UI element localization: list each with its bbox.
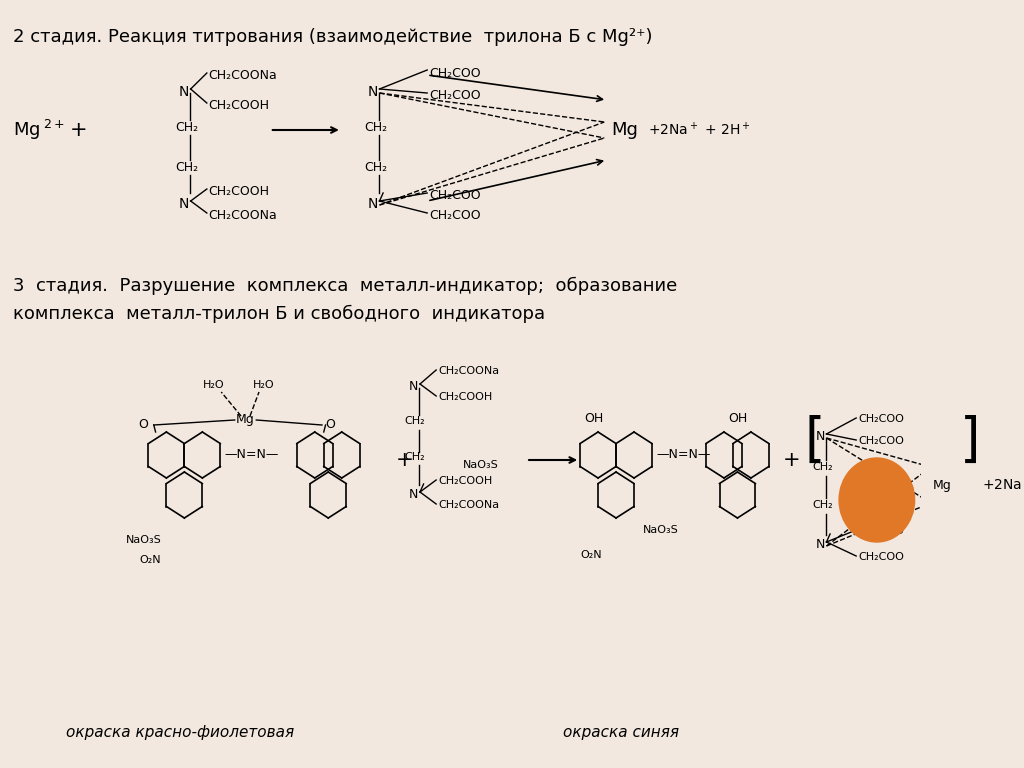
- Text: NaO₃S: NaO₃S: [126, 535, 162, 545]
- Text: CH₂COO: CH₂COO: [429, 89, 480, 102]
- Text: [: [: [805, 415, 825, 467]
- Text: CH₂: CH₂: [365, 161, 387, 174]
- Text: CH₂: CH₂: [365, 121, 387, 134]
- Text: N: N: [815, 538, 824, 551]
- Text: CH₂COO: CH₂COO: [858, 414, 904, 424]
- Text: N: N: [409, 488, 418, 501]
- Text: +: +: [395, 450, 414, 470]
- Text: CH₂COOH: CH₂COOH: [438, 392, 493, 402]
- Text: 3  стадия.  Разрушение  комплекса  металл-индикатор;  образование: 3 стадия. Разрушение комплекса металл-ин…: [13, 277, 678, 295]
- Text: O: O: [326, 419, 336, 432]
- Text: N: N: [178, 197, 188, 211]
- Text: N: N: [409, 380, 418, 393]
- Text: CH₂: CH₂: [812, 462, 833, 472]
- Text: +2Na$^+$ + 2H$^+$: +2Na$^+$ + 2H$^+$: [647, 121, 750, 139]
- Circle shape: [839, 458, 914, 542]
- Text: CH₂COO: CH₂COO: [858, 552, 904, 562]
- Text: OH: OH: [728, 412, 748, 425]
- Text: CH₂COO: CH₂COO: [429, 189, 480, 202]
- Text: CH₂COONa: CH₂COONa: [438, 366, 499, 376]
- Text: комплекса  металл-трилон Б и свободного  индикатора: комплекса металл-трилон Б и свободного и…: [13, 305, 546, 323]
- Text: CH₂COOH: CH₂COOH: [209, 99, 269, 112]
- Text: 2 стадия. Реакция титрования (взаимодействие  трилона Б с Mg²⁺): 2 стадия. Реакция титрования (взаимодейс…: [13, 28, 653, 46]
- Text: O₂N: O₂N: [139, 555, 161, 565]
- Text: NaO₃S: NaO₃S: [463, 460, 499, 470]
- Text: CH₂: CH₂: [175, 161, 199, 174]
- Text: OH: OH: [584, 412, 603, 425]
- Text: CH₂COOH: CH₂COOH: [209, 185, 269, 198]
- Text: CH₂: CH₂: [404, 452, 425, 462]
- Text: —N=N—: —N=N—: [224, 449, 279, 462]
- Text: +: +: [71, 120, 88, 140]
- Text: H₂O: H₂O: [253, 380, 274, 390]
- Text: Mg: Mg: [933, 478, 951, 492]
- Text: ]: ]: [959, 415, 980, 467]
- Text: Mg: Mg: [237, 413, 255, 426]
- Text: N: N: [368, 197, 378, 211]
- Text: NaO₃S: NaO₃S: [643, 525, 679, 535]
- Text: CH₂COOH: CH₂COOH: [438, 476, 493, 486]
- Text: окраска красно-фиолетовая: окраска красно-фиолетовая: [66, 725, 294, 740]
- Text: CH₂COONa: CH₂COONa: [209, 209, 278, 222]
- Text: N: N: [368, 85, 378, 99]
- Text: O: O: [138, 419, 148, 432]
- Text: H₂O: H₂O: [203, 380, 225, 390]
- Text: CH₂COO: CH₂COO: [858, 436, 904, 446]
- Text: N: N: [815, 430, 824, 443]
- Text: CH₂: CH₂: [175, 121, 199, 134]
- Text: CH₂: CH₂: [404, 416, 425, 426]
- Text: CH₂COO: CH₂COO: [429, 209, 480, 222]
- Text: +2Na$^+$: +2Na$^+$: [982, 476, 1024, 494]
- Text: Mg: Mg: [611, 121, 638, 139]
- Text: CH₂COONa: CH₂COONa: [209, 69, 278, 82]
- Text: Mg$\,^{2+}$: Mg$\,^{2+}$: [13, 118, 66, 142]
- Text: +: +: [782, 450, 800, 470]
- Text: CH₂COO: CH₂COO: [858, 526, 904, 536]
- Text: —N=N—: —N=N—: [656, 449, 711, 462]
- Text: CH₂COONa: CH₂COONa: [438, 500, 499, 510]
- Text: CH₂COO: CH₂COO: [429, 67, 480, 80]
- Text: O₂N: O₂N: [580, 550, 602, 560]
- Text: CH₂: CH₂: [812, 500, 833, 510]
- Text: окраска синяя: окраска синяя: [562, 725, 679, 740]
- Text: N: N: [178, 85, 188, 99]
